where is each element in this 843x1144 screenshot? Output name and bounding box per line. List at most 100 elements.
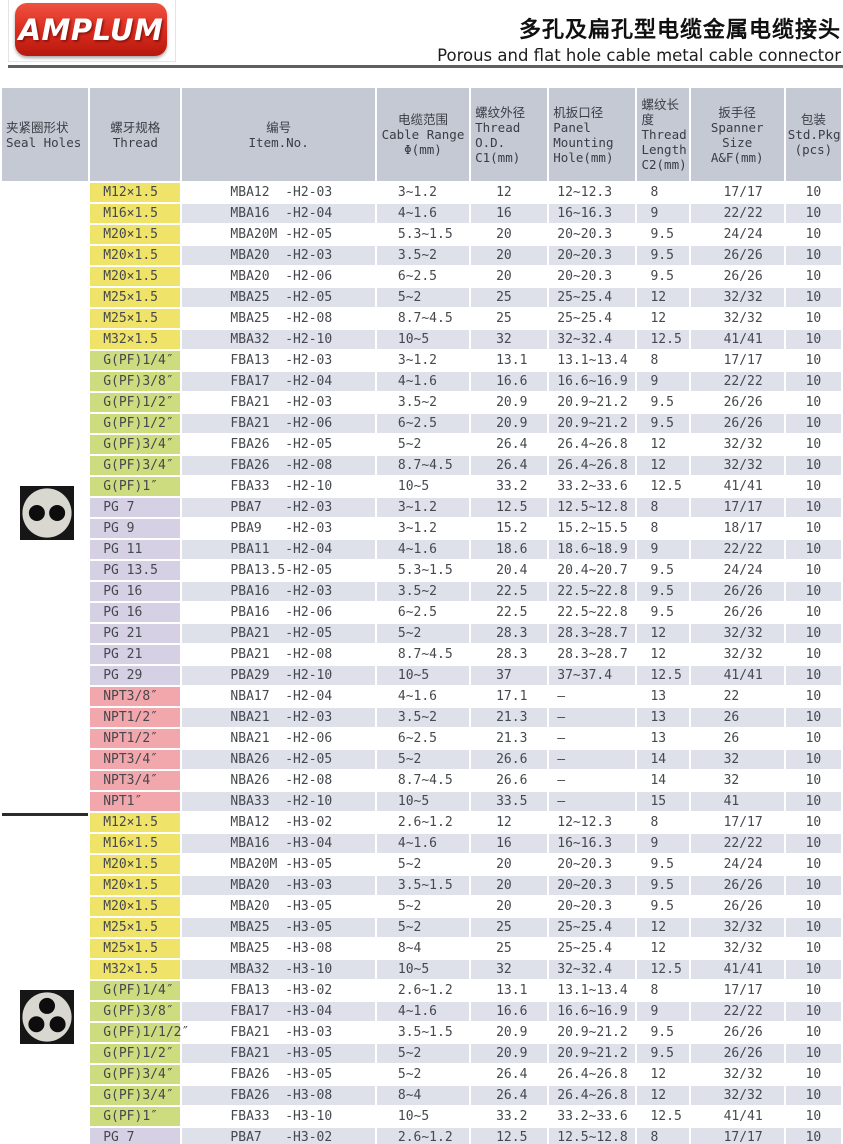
seal-holes-cell: [2, 813, 89, 1144]
item-no-cell: PBA9 -H2-03: [230, 521, 333, 536]
thread-od-cell: 13.1: [496, 353, 528, 368]
item-no-cell: FBA17 -H2-04: [182, 372, 375, 391]
cable-range-cell: 3.5~2: [376, 246, 470, 265]
panel-hole-cell: 25~25.4: [549, 288, 636, 307]
spanner-size-cell: 32: [723, 773, 740, 788]
thread-cell: NPT3/8″: [90, 687, 181, 706]
item-no-cell: FBA13 -H2-03: [230, 353, 333, 368]
spanner-size-cell: 26/26: [690, 246, 784, 265]
std-pkg-cell: 10: [785, 792, 841, 811]
thread-length-cell: 8: [650, 353, 659, 368]
thread-cell: G(PF)3/8″: [90, 372, 181, 391]
std-pkg-cell: 10: [805, 395, 822, 410]
cable-range-cell: 8~4: [397, 941, 422, 956]
cable-range-cell: 4~1.6: [376, 834, 470, 853]
thread-cell: G(PF)3/4″: [90, 1065, 181, 1084]
thread-cell: G(PF)1/2″: [90, 393, 181, 412]
panel-hole-cell: 20~20.3: [549, 246, 636, 265]
item-no-cell: PBA21 -H2-08: [230, 647, 333, 662]
std-pkg-cell: 10: [785, 876, 841, 895]
cable-range-cell: 6~2.5: [397, 605, 438, 620]
thread-cell: G(PF)3/4″: [90, 456, 181, 475]
thread-od-cell: 12: [496, 815, 512, 830]
thread-od-cell: 25: [471, 918, 548, 937]
std-pkg-cell: 10: [785, 204, 841, 223]
table-row: M25×1.5 MBA25 -H3-05 5~2 25 25~25.4 12 32/32 10: [2, 918, 841, 937]
thread-cell: G(PF)3/4″: [90, 435, 181, 454]
std-pkg-cell: 10: [805, 773, 822, 788]
cable-range-cell: 10~5: [376, 792, 470, 811]
panel-hole-cell: –: [557, 773, 566, 788]
std-pkg-cell: 10: [805, 941, 822, 956]
thread-od-cell: 20.4: [496, 563, 528, 578]
item-no-cell: MBA12 -H2-03: [230, 185, 333, 200]
table-row: NPT3/4″ NBA26 -H2-08 8.7~4.5 26.6 – 14 32 10: [2, 771, 841, 790]
table-row: G(PF)3/4″ FBA26 -H2-08 8.7~4.5 26.4 26.4~26.…: [2, 456, 841, 475]
thread-cell: NPT1″: [90, 792, 181, 811]
cable-range-cell: 6~2.5: [397, 731, 438, 746]
item-no-cell: FBA13 -H3-02: [230, 983, 333, 998]
table-row: PG 13.5 PBA13.5-H2-05 5.3~1.5 20.4 20.4~20.7…: [2, 561, 841, 580]
spanner-size-cell: 41/41: [690, 330, 784, 349]
std-pkg-cell: 10: [805, 437, 822, 452]
table-row: PG 29 PBA29 -H2-10 10~5 37 37~37.4 12.5 41/41 1…: [2, 666, 841, 685]
std-pkg-cell: 10: [785, 582, 841, 601]
item-no-cell: FBA17 -H3-04: [182, 1002, 375, 1021]
thread-od-cell: 17.1: [496, 689, 528, 704]
table-row: G(PF)1″ FBA33 -H3-10 10~5 33.2 33.2~33.6 12.5…: [2, 1107, 841, 1126]
table-row: G(PF)1/4″ FBA13 -H3-02 2.6~1.2 13.1 13.1~13.…: [2, 981, 841, 1000]
thread-od-cell: 20: [496, 227, 512, 242]
cable-range-cell: 10~5: [376, 960, 470, 979]
thread-length-cell: 12: [650, 941, 667, 956]
table-row: M16×1.5 MBA16 -H3-04 4~1.6 16 16~16.3 9 22/22 1…: [2, 834, 841, 853]
std-pkg-cell: 10: [785, 246, 841, 265]
panel-hole-cell: –: [557, 689, 566, 704]
item-no-cell: MBA16 -H2-04: [182, 204, 375, 223]
thread-length-cell: 9: [637, 834, 689, 853]
item-no-cell: PBA29 -H2-10: [182, 666, 375, 685]
std-pkg-cell: 10: [805, 1109, 822, 1124]
spanner-size-cell: 26/26: [723, 395, 763, 410]
table-row: G(PF)3/8″ FBA17 -H3-04 4~1.6 16.6 16.6~16.9 9…: [2, 1002, 841, 1021]
table-row: PG 16 PBA16 -H2-06 6~2.5 22.5 22.5~22.8 9.5 26…: [2, 603, 841, 622]
thread-length-cell: 9.5: [650, 227, 674, 242]
item-no-cell: FBA33 -H2-10: [230, 479, 333, 494]
item-no-cell: PBA11 -H2-04: [182, 540, 375, 559]
thread-cell: M20×1.5: [90, 246, 181, 265]
table-row: NPT3/4″ NBA26 -H2-05 5~2 26.6–14 32 10: [2, 750, 841, 769]
cable-range-cell: 4~1.6: [376, 372, 470, 391]
thread-cell: M20×1.5: [90, 267, 181, 286]
cable-range-cell: 3~1.2: [397, 521, 438, 536]
table-row: G(PF)1/2″ FBA21 -H3-05 5~2 20.9 20.9~21.2 9.5…: [2, 1044, 841, 1063]
thread-od-cell: 22.5: [496, 605, 528, 620]
thread-length-cell: 12: [637, 288, 689, 307]
thread-cell: G(PF)1/2″: [90, 414, 181, 433]
spanner-size-cell: 18/17: [723, 521, 763, 536]
thread-od-cell: 20: [496, 269, 512, 284]
thread-od-cell: 16: [471, 834, 548, 853]
panel-hole-cell: 20.9~21.2: [557, 1025, 628, 1040]
std-pkg-cell: 10: [805, 1067, 822, 1082]
spanner-size-cell: 17/17: [690, 498, 784, 517]
cable-range-cell: 5~2: [376, 288, 470, 307]
thread-od-cell: 16.6: [471, 1002, 548, 1021]
panel-hole-cell: 20.9~21.2: [557, 395, 628, 410]
spanner-size-cell: 32/32: [723, 437, 763, 452]
spanner-size-cell: 41/41: [690, 960, 784, 979]
table-header: 夹紧圈形状 Seal Holes 螺牙规格 Thread 编号 Item.No. 电缆…: [2, 88, 841, 181]
thread-od-cell: 20: [471, 246, 548, 265]
table-row: M25×1.5 MBA25 -H2-05 5~2 25 25~25.4 12 32/32 10: [2, 288, 841, 307]
thread-od-cell: 25: [496, 941, 512, 956]
item-no-cell: FBA26 -H3-05: [230, 1067, 333, 1082]
thread-length-cell: 9.5: [650, 857, 674, 872]
spanner-size-cell: 26/26: [723, 605, 763, 620]
thread-length-cell: 13: [650, 731, 667, 746]
panel-hole-cell: 33.2~33.6: [557, 1109, 628, 1124]
thread-cell: M25×1.5: [90, 939, 181, 958]
table-row: G(PF)1″ FBA33 -H2-10 10~5 33.2 33.2~33.6 12.5…: [2, 477, 841, 496]
thread-cell: NPT3/4″: [90, 771, 181, 790]
thread-length-cell: 14: [637, 750, 689, 769]
panel-hole-cell: 12~12.3: [557, 185, 613, 200]
std-pkg-cell: 10: [785, 372, 841, 391]
